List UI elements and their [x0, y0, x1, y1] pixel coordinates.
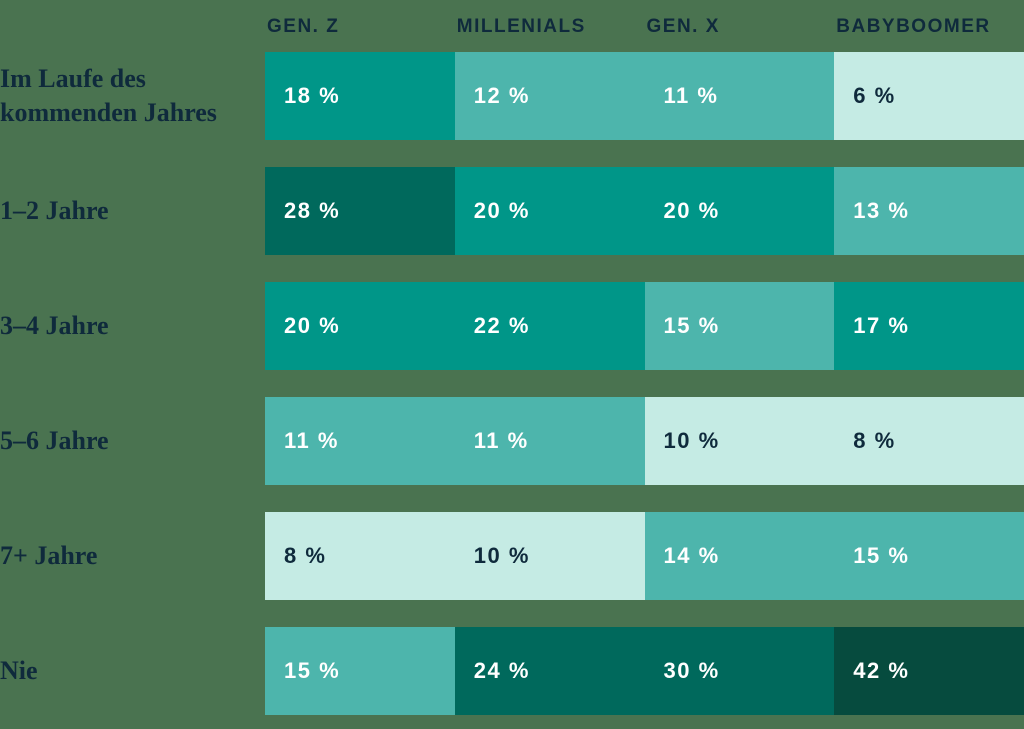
cell-value: 20 %	[473, 198, 530, 223]
row-label: Nie	[0, 656, 38, 686]
column-header-row: GEN. Z MILLENIALS GEN. X BABYBOOMER	[0, 16, 1024, 38]
heatmap-cell: 11 %	[265, 397, 455, 485]
cell-value: 11 %	[473, 428, 529, 453]
cell-value: 11 %	[663, 83, 719, 108]
heatmap-cell: 42 %	[834, 627, 1024, 715]
cell-value: 6 %	[853, 83, 896, 108]
cell-value: 28 %	[284, 198, 341, 223]
heatmap-cell: 10 %	[454, 512, 645, 600]
heatmap-cell: 14 %	[644, 512, 835, 600]
heatmap-cell: 17 %	[834, 282, 1024, 370]
cell-value: 20 %	[284, 313, 341, 338]
heatmap-cell: 13 %	[834, 167, 1024, 255]
cell-value: 22 %	[473, 313, 530, 338]
cell-value: 20 %	[663, 198, 720, 223]
cell-value: 42 %	[853, 658, 910, 683]
header-spacer	[0, 16, 265, 38]
heatmap-cell: 6 %	[834, 52, 1024, 140]
cell-value: 10 %	[473, 543, 530, 568]
row-3-4-jahre: 3–4 Jahre 20 % 22 % 15 % 17 %	[0, 282, 1024, 370]
heatmap-cell: 10 %	[644, 397, 835, 485]
heatmap-cell: 15 %	[834, 512, 1024, 600]
heatmap-cell: 15 %	[265, 627, 455, 715]
row-label: 5–6 Jahre	[0, 426, 109, 456]
heatmap-cell: 15 %	[644, 282, 835, 370]
cell-value: 8 %	[853, 428, 896, 453]
heatmap-cell: 22 %	[454, 282, 645, 370]
cell-value: 24 %	[473, 658, 530, 683]
column-header-gen-z: GEN. Z	[267, 16, 340, 37]
row-5-6-jahre: 5–6 Jahre 11 % 11 % 10 % 8 %	[0, 397, 1024, 485]
cell-value: 14 %	[663, 543, 720, 568]
heatmap-cell: 11 %	[454, 397, 645, 485]
heatmap-cell: 11 %	[644, 52, 835, 140]
cell-value: 12 %	[473, 83, 530, 108]
heatmap-cell: 8 %	[834, 397, 1024, 485]
cell-value: 15 %	[663, 313, 720, 338]
cell-value: 17 %	[853, 313, 910, 338]
cell-value: 18 %	[284, 83, 341, 108]
row-label: 7+ Jahre	[0, 541, 98, 571]
column-header-gen-x: GEN. X	[646, 16, 720, 37]
row-1-2-jahre: 1–2 Jahre 28 % 20 % 20 % 13 %	[0, 167, 1024, 255]
heatmap-cell: 24 %	[454, 627, 645, 715]
cell-value: 13 %	[853, 198, 910, 223]
column-header-babyboomer: BABYBOOMER	[836, 16, 991, 37]
heatmap-cell: 8 %	[265, 512, 455, 600]
cell-value: 15 %	[284, 658, 341, 683]
heatmap-cell: 28 %	[265, 167, 455, 255]
heatmap-cell: 18 %	[265, 52, 455, 140]
row-label: Im Laufe des kommenden Jahres	[0, 64, 217, 127]
row-kommendes-jahr: Im Laufe des kommenden Jahres 18 % 12 % …	[0, 52, 1024, 140]
heatmap-cell: 20 %	[265, 282, 455, 370]
row-label: 3–4 Jahre	[0, 311, 109, 341]
column-header-millenials: MILLENIALS	[456, 16, 586, 37]
cell-value: 11 %	[284, 428, 339, 453]
row-nie: Nie 15 % 24 % 30 % 42 %	[0, 627, 1024, 715]
heatmap-cell: 20 %	[644, 167, 835, 255]
heatmap-cell: 20 %	[454, 167, 645, 255]
cell-value: 30 %	[663, 658, 720, 683]
cell-value: 15 %	[853, 543, 910, 568]
row-label: 1–2 Jahre	[0, 196, 109, 226]
heatmap-cell: 30 %	[644, 627, 835, 715]
cell-value: 8 %	[284, 543, 327, 568]
cell-value: 10 %	[663, 428, 720, 453]
heatmap-cell: 12 %	[454, 52, 645, 140]
row-7plus-jahre: 7+ Jahre 8 % 10 % 14 % 15 %	[0, 512, 1024, 600]
